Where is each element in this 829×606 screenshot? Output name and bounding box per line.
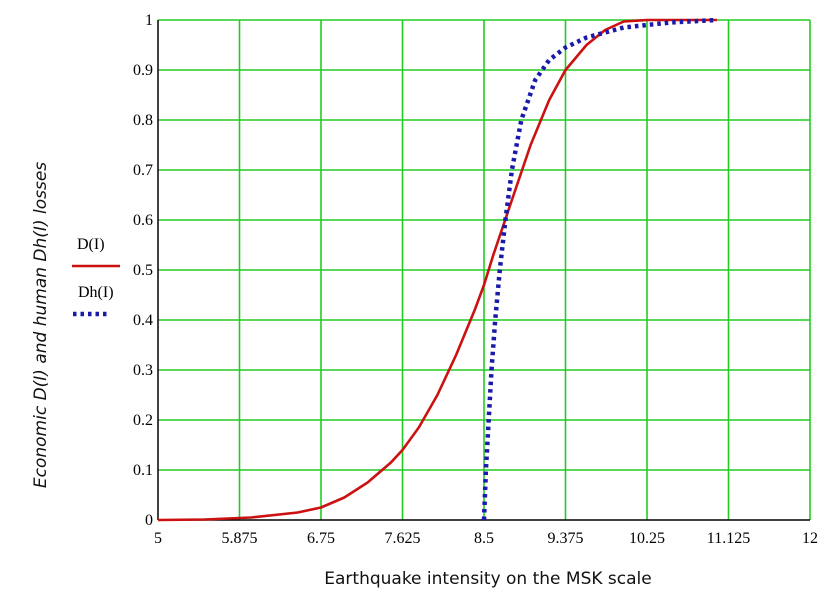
x-axis-ticks: 5 5.875 6.75 7.625 8.5 9.375 10.25 11.125 12 [154, 530, 818, 547]
y-axis-ticks: 0 0.1 0.2 0.3 0.4 0.5 0.6 0.7 0.8 0.9 1 [133, 12, 153, 529]
x-tick-label: 5.875 [222, 530, 258, 547]
y-tick-label: 0.5 [133, 262, 153, 279]
x-tick-label: 10.25 [629, 530, 665, 547]
series-layer [157, 17, 718, 522]
legend: D(I) Dh(I) [72, 236, 120, 317]
y-tick-label: 0.7 [133, 162, 153, 179]
x-tick-label: 7.625 [385, 530, 421, 547]
x-axis-title: Earthquake intensity on the MSK scale [324, 569, 651, 589]
y-axis-title: Economic D(I) and human Dh(I) losses [31, 162, 51, 488]
y-tick-label: 1 [145, 12, 153, 29]
x-tick-label: 12 [802, 530, 818, 547]
y-tick-label: 0.3 [133, 362, 153, 379]
y-tick-label: 0.1 [133, 462, 153, 479]
y-tick-label: 0.8 [133, 112, 153, 129]
x-tick-label: 9.375 [548, 530, 584, 547]
legend-label-dh: Dh(I) [78, 284, 114, 301]
x-tick-label: 5 [154, 530, 162, 547]
series-line-dhi [481, 17, 718, 521]
y-tick-label: 0.4 [133, 312, 153, 329]
y-tick-label: 0.6 [133, 212, 153, 229]
y-tick-label: 0.9 [133, 62, 153, 79]
x-tick-label: 8.5 [474, 530, 494, 547]
legend-label-d: D(I) [77, 236, 105, 253]
x-tick-label: 11.125 [707, 530, 750, 547]
grid [157, 19, 811, 521]
series-line-di [157, 18, 717, 522]
y-tick-label: 0 [145, 512, 153, 529]
y-tick-label: 0.2 [133, 412, 153, 429]
x-tick-label: 6.75 [307, 530, 335, 547]
